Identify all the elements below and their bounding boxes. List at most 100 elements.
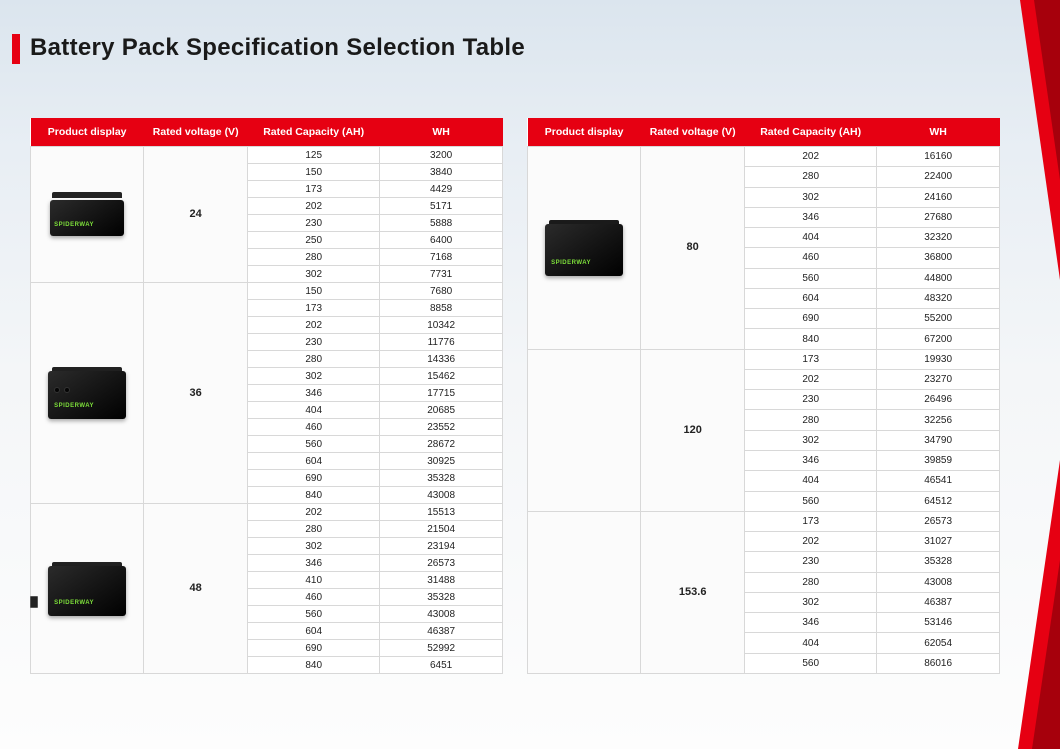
capacity-cell: 560 <box>248 436 380 453</box>
wh-cell: 43008 <box>877 572 1000 592</box>
wh-cell: 35328 <box>877 552 1000 572</box>
capacity-cell: 202 <box>745 369 877 389</box>
wh-cell: 46387 <box>380 623 503 640</box>
product-image: SPIDERWAY <box>44 560 130 618</box>
col-header: Rated voltage (V) <box>641 118 745 147</box>
capacity-cell: 460 <box>248 419 380 436</box>
col-header: Rated Capacity (AH) <box>248 118 380 147</box>
wh-cell: 28672 <box>380 436 503 453</box>
wh-cell: 43008 <box>380 606 503 623</box>
capacity-cell: 302 <box>248 266 380 283</box>
capacity-cell: 302 <box>745 187 877 207</box>
table-row: 12017319930 <box>528 349 1000 369</box>
capacity-cell: 460 <box>745 248 877 268</box>
product-image: SPIDERWAY <box>44 365 130 421</box>
product-image: SPIDERWAY <box>44 190 130 240</box>
wh-cell: 35328 <box>380 589 503 606</box>
title-accent-bar <box>12 34 20 64</box>
capacity-cell: 150 <box>248 164 380 181</box>
voltage-cell: 153.6 <box>641 511 745 673</box>
capacity-cell: 280 <box>745 410 877 430</box>
wh-cell: 62054 <box>877 633 1000 653</box>
product-display-cell <box>528 349 641 511</box>
capacity-cell: 173 <box>745 349 877 369</box>
capacity-cell: 604 <box>248 623 380 640</box>
capacity-cell: 150 <box>248 283 380 300</box>
capacity-cell: 346 <box>248 385 380 402</box>
wh-cell: 46387 <box>877 592 1000 612</box>
wh-cell: 26573 <box>380 555 503 572</box>
spec-table-right: Product displayRated voltage (V)Rated Ca… <box>527 118 1000 674</box>
page-title: Battery Pack Specification Selection Tab… <box>30 34 525 62</box>
wh-cell: 15513 <box>380 504 503 521</box>
wh-cell: 48320 <box>877 288 1000 308</box>
product-display-cell <box>528 511 641 673</box>
capacity-cell: 280 <box>248 351 380 368</box>
capacity-cell: 404 <box>745 471 877 491</box>
voltage-cell: 36 <box>144 283 248 504</box>
table-row: 153.617326573 <box>528 511 1000 531</box>
wh-cell: 7731 <box>380 266 503 283</box>
wh-cell: 39859 <box>877 450 1000 470</box>
capacity-cell: 280 <box>248 521 380 538</box>
wh-cell: 43008 <box>380 487 503 504</box>
wh-cell: 5171 <box>380 198 503 215</box>
capacity-cell: 460 <box>248 589 380 606</box>
capacity-cell: 173 <box>248 300 380 317</box>
capacity-cell: 302 <box>745 430 877 450</box>
wh-cell: 31488 <box>380 572 503 589</box>
voltage-cell: 80 <box>641 147 745 350</box>
capacity-cell: 410 <box>248 572 380 589</box>
capacity-cell: 604 <box>745 288 877 308</box>
capacity-cell: 346 <box>745 207 877 227</box>
wh-cell: 44800 <box>877 268 1000 288</box>
wh-cell: 34790 <box>877 430 1000 450</box>
capacity-cell: 404 <box>745 633 877 653</box>
wh-cell: 7168 <box>380 249 503 266</box>
wh-cell: 11776 <box>380 334 503 351</box>
capacity-cell: 230 <box>745 552 877 572</box>
capacity-cell: 250 <box>248 232 380 249</box>
wh-cell: 3840 <box>380 164 503 181</box>
capacity-cell: 404 <box>248 402 380 419</box>
col-header: Rated Capacity (AH) <box>745 118 877 147</box>
product-display-cell: SPIDERWAY <box>528 147 641 350</box>
capacity-cell: 202 <box>248 317 380 334</box>
capacity-cell: 202 <box>248 504 380 521</box>
capacity-cell: 125 <box>248 147 380 164</box>
wh-cell: 5888 <box>380 215 503 232</box>
capacity-cell: 560 <box>248 606 380 623</box>
capacity-cell: 840 <box>745 329 877 349</box>
wh-cell: 16160 <box>877 147 1000 167</box>
col-header: Product display <box>528 118 641 147</box>
product-display-cell: SPIDERWAY <box>31 283 144 504</box>
capacity-cell: 560 <box>745 653 877 673</box>
wh-cell: 27680 <box>877 207 1000 227</box>
wh-cell: 46541 <box>877 471 1000 491</box>
wh-cell: 23194 <box>380 538 503 555</box>
capacity-cell: 202 <box>745 532 877 552</box>
wh-cell: 14336 <box>380 351 503 368</box>
wh-cell: 10342 <box>380 317 503 334</box>
wh-cell: 32320 <box>877 228 1000 248</box>
wh-cell: 36800 <box>877 248 1000 268</box>
voltage-cell: 120 <box>641 349 745 511</box>
capacity-cell: 202 <box>248 198 380 215</box>
wh-cell: 26496 <box>877 390 1000 410</box>
capacity-cell: 560 <box>745 268 877 288</box>
wh-cell: 64512 <box>877 491 1000 511</box>
tables-container: Product displayRated voltage (V)Rated Ca… <box>30 118 1000 674</box>
capacity-cell: 690 <box>248 470 380 487</box>
wh-cell: 21504 <box>380 521 503 538</box>
wh-cell: 26573 <box>877 511 1000 531</box>
voltage-cell: 48 <box>144 504 248 674</box>
wh-cell: 8858 <box>380 300 503 317</box>
product-display-cell: SPIDERWAY <box>31 504 144 674</box>
wh-cell: 35328 <box>380 470 503 487</box>
table-row: SPIDERWAY 241253200 <box>31 147 503 164</box>
wh-cell: 23270 <box>877 369 1000 389</box>
spec-table-left: Product displayRated voltage (V)Rated Ca… <box>30 118 503 674</box>
wh-cell: 6400 <box>380 232 503 249</box>
capacity-cell: 230 <box>248 215 380 232</box>
capacity-cell: 346 <box>745 613 877 633</box>
